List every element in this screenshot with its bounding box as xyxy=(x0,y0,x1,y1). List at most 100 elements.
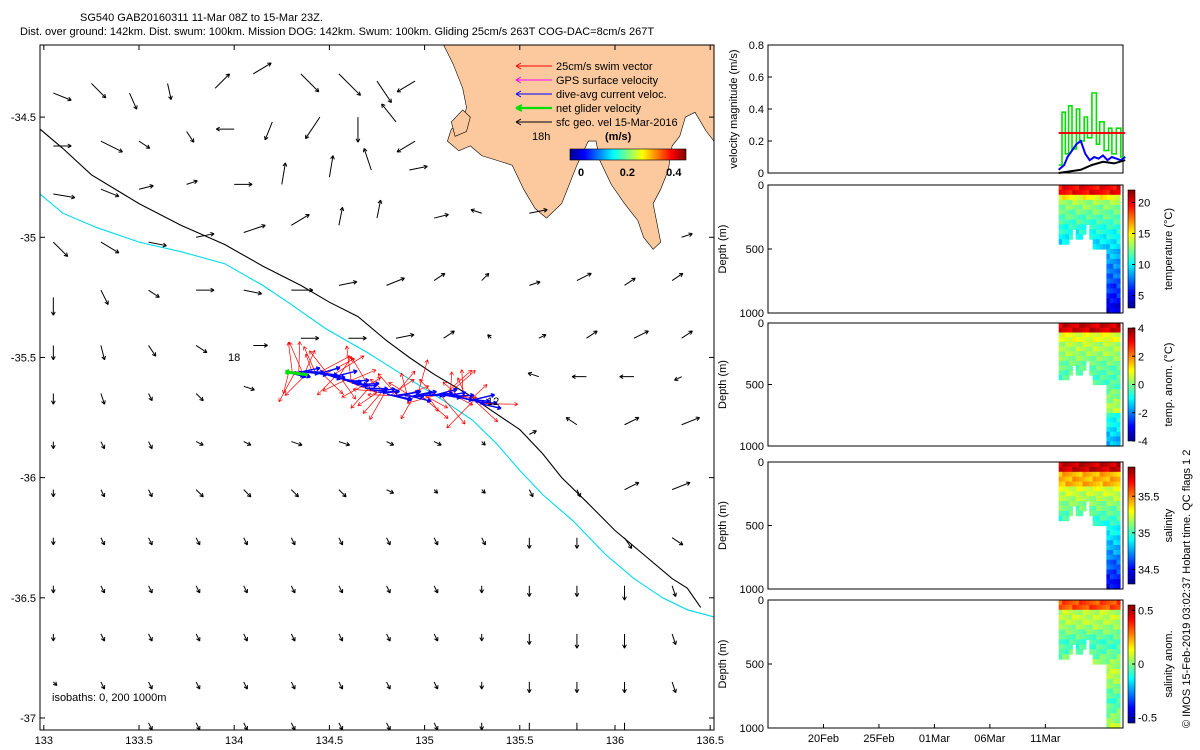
heatmap-cell xyxy=(1103,194,1107,201)
current-vector-arrow xyxy=(526,633,532,645)
heatmap-cell xyxy=(1068,229,1073,235)
heatmap-cell xyxy=(1106,476,1111,483)
heatmap-cell xyxy=(1089,351,1094,357)
heatmap-cell xyxy=(1058,323,1063,329)
heatmap-cell xyxy=(1103,370,1107,376)
map-x-tick-label: 134.5 xyxy=(316,735,344,747)
heatmap-cell xyxy=(1103,341,1107,348)
heatmap-cell xyxy=(1065,649,1070,655)
heatmap-cell xyxy=(1085,204,1090,211)
heatmap-cell xyxy=(1068,356,1073,362)
heatmap-cell xyxy=(1109,659,1114,665)
heatmap-cell xyxy=(1103,199,1107,206)
heatmap-cell xyxy=(1099,624,1104,631)
heatmap-cell xyxy=(1068,634,1073,640)
heatmap-cell xyxy=(1092,609,1097,616)
dac-vector-arrow xyxy=(453,392,475,398)
heatmap-cell xyxy=(1113,574,1118,580)
heatmap-cell xyxy=(1106,431,1111,438)
heatmap-cell xyxy=(1113,545,1118,551)
heatmap-cell xyxy=(1103,624,1107,631)
heatmap-cell xyxy=(1092,466,1097,473)
swim-vector-arrow xyxy=(348,369,377,382)
heatmap-cell xyxy=(1109,723,1114,729)
current-vector-arrow xyxy=(148,393,153,402)
heatmap-cell xyxy=(1058,341,1063,348)
heatmap-cell xyxy=(1103,379,1107,386)
heatmap-cell xyxy=(1075,614,1080,621)
current-vector-arrow xyxy=(624,277,636,286)
heatmap-cell xyxy=(1065,629,1070,635)
heatmap-cell xyxy=(1092,219,1097,225)
heatmap-cell xyxy=(1092,659,1097,665)
heatmap-cell xyxy=(1106,506,1111,512)
velocity-y-tick-label: 0.6 xyxy=(749,72,764,84)
heatmap-cell xyxy=(1116,515,1121,522)
velocity-y-tick-label: 0.4 xyxy=(749,104,764,116)
heatmap-cell xyxy=(1079,360,1084,367)
heatmap-cell xyxy=(1116,664,1121,670)
heatmap-cell xyxy=(1079,486,1084,492)
heatmap-cell xyxy=(1072,194,1077,201)
heatmap-cell xyxy=(1062,515,1067,522)
current-vector-arrow xyxy=(148,681,153,690)
heatmap-colorbar-label: temperature (°C) xyxy=(1163,208,1175,290)
heatmap-cell xyxy=(1099,462,1104,468)
heatmap-cell xyxy=(1113,403,1118,409)
heatmap-cell xyxy=(1089,614,1094,621)
heatmap-cell xyxy=(1085,634,1090,640)
heatmap-cell xyxy=(1075,346,1080,352)
current-vector-arrow xyxy=(576,272,592,281)
heatmap-cell xyxy=(1109,614,1114,621)
heatmap-cell xyxy=(1062,224,1067,230)
map-legend: 25cm/s swim vector GPS surface velocity … xyxy=(515,61,678,129)
heatmap-cell xyxy=(1092,649,1097,655)
heatmap-cell xyxy=(1113,194,1118,201)
heatmap-cell xyxy=(1106,624,1111,631)
heatmap-cell xyxy=(1062,496,1067,502)
current-vector-arrow xyxy=(624,416,640,426)
heatmap-cell xyxy=(1079,209,1084,216)
heatmap-cell xyxy=(1092,209,1097,216)
heatmap-cell xyxy=(1068,341,1073,348)
heatmap-cell xyxy=(1065,229,1070,235)
heatmap-cell xyxy=(1116,629,1121,635)
current-vector-arrow xyxy=(386,441,395,446)
heatmap-cell xyxy=(1096,375,1101,381)
heatmap-cell xyxy=(1113,185,1118,191)
current-vector-arrow xyxy=(576,489,582,498)
heatmap-cell xyxy=(1089,224,1094,230)
heatmap-cell xyxy=(1109,545,1114,551)
heatmap-cell xyxy=(1103,506,1107,512)
heatmap-cell xyxy=(1116,713,1121,719)
heatmap-cell xyxy=(1109,365,1114,371)
heatmap-cell xyxy=(1106,427,1111,433)
heatmap-cell xyxy=(1099,486,1104,492)
heatmap-cell xyxy=(1106,574,1111,580)
heatmap-cell xyxy=(1062,229,1067,235)
heatmap-cell xyxy=(1068,466,1073,473)
heatmap-cell xyxy=(1096,491,1101,497)
heatmap-cell xyxy=(1068,209,1073,216)
heatmap-cell xyxy=(1113,258,1118,265)
heatmap-cell xyxy=(1103,224,1107,230)
heatmap-cell xyxy=(1106,370,1111,376)
heatmap-cell xyxy=(1085,337,1090,343)
heatmap-cell xyxy=(1106,723,1111,729)
heatmap-cell xyxy=(1099,506,1104,512)
heatmap-cell xyxy=(1096,356,1101,362)
heatmap-cell xyxy=(1109,189,1114,196)
heatmap-cell xyxy=(1116,427,1121,433)
heatmap-cell xyxy=(1109,471,1114,478)
heatmap-cell xyxy=(1072,600,1077,606)
heatmap-cell xyxy=(1113,698,1118,704)
current-vector-arrow xyxy=(195,345,208,354)
heatmap-cell xyxy=(1058,501,1063,507)
heatmap-cell xyxy=(1058,351,1063,357)
heatmap-cell xyxy=(1109,323,1114,329)
swim-vector-arrow xyxy=(357,391,378,407)
heatmap-cell xyxy=(1065,609,1070,616)
heatmap-cell xyxy=(1092,204,1097,211)
heatmap-cell xyxy=(1079,644,1084,650)
heatmap-colorbar xyxy=(1127,189,1136,309)
